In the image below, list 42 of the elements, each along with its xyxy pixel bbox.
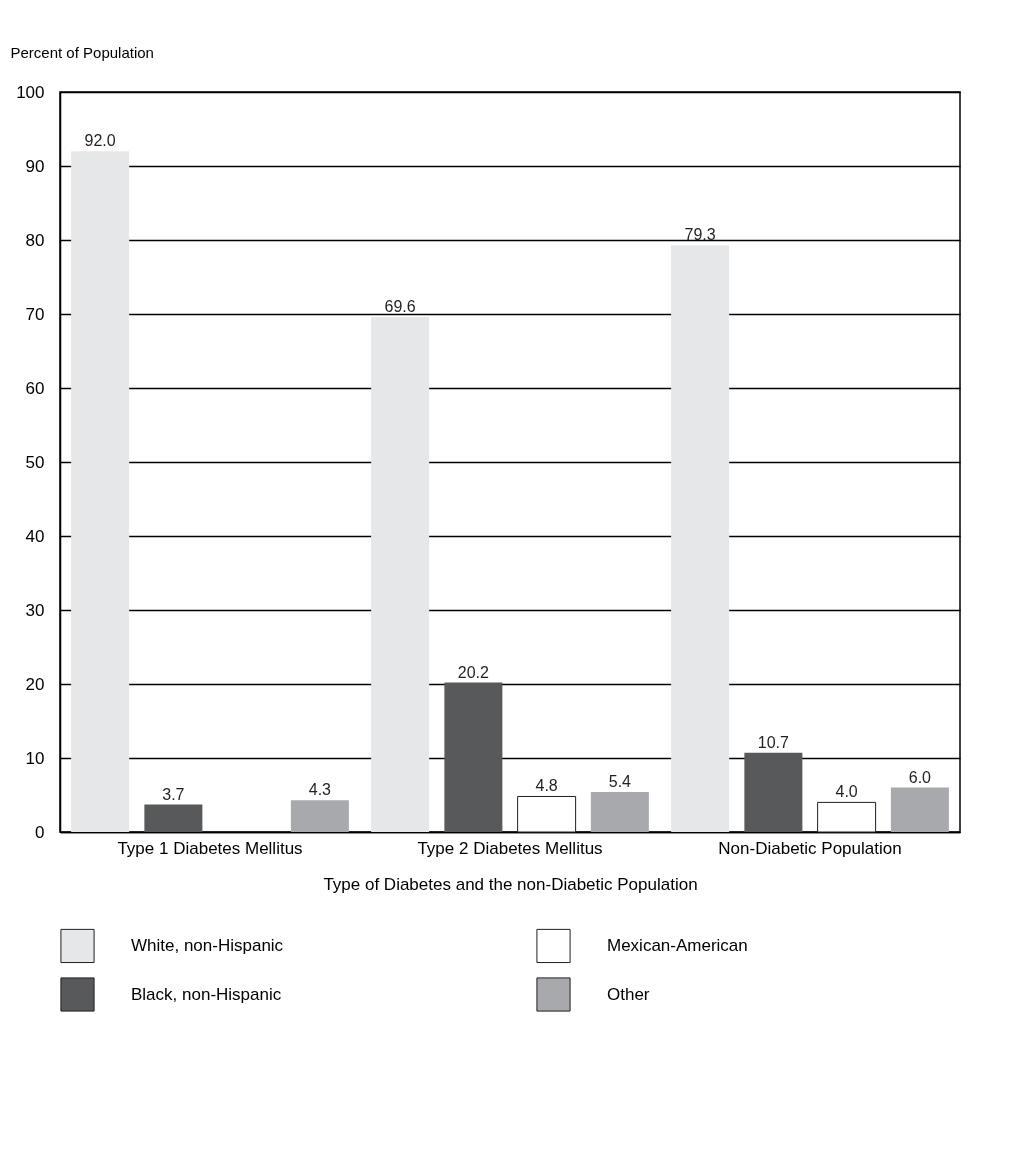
legend-label: Black, non-Hispanic bbox=[131, 984, 282, 1004]
data-label: 6.0 bbox=[908, 768, 932, 786]
bar bbox=[71, 151, 130, 832]
data-label: 20.2 bbox=[457, 663, 490, 681]
data-label: 5.4 bbox=[608, 773, 632, 791]
bar bbox=[371, 316, 430, 832]
y-tick-label: 30 bbox=[25, 600, 45, 620]
y-tick-label: 60 bbox=[25, 378, 45, 398]
data-label: 79.3 bbox=[684, 226, 716, 244]
y-tick-label: 80 bbox=[25, 230, 45, 250]
x-tick-label: Type 2 Diabetes Mellitus bbox=[417, 838, 603, 858]
y-axis-title: Percent of Population bbox=[10, 43, 154, 61]
x-axis-title: Type of Diabetes and the non-Diabetic Population bbox=[323, 874, 698, 894]
x-tick-label: Non-Diabetic Population bbox=[718, 838, 902, 858]
data-label: 4.3 bbox=[308, 781, 332, 799]
y-tick-label: 40 bbox=[25, 526, 45, 546]
bar bbox=[517, 795, 577, 833]
data-label: 4.0 bbox=[835, 783, 858, 801]
y-tick-label: 50 bbox=[25, 452, 45, 472]
bar bbox=[744, 752, 803, 832]
legend-label: White, non-Hispanic bbox=[131, 935, 284, 955]
data-label: 4.8 bbox=[535, 777, 558, 795]
bar bbox=[671, 245, 730, 832]
bar bbox=[444, 682, 503, 832]
bar bbox=[817, 801, 877, 833]
y-tick-label: 100 bbox=[16, 82, 45, 102]
legend-label: Other bbox=[607, 984, 650, 1004]
y-tick-label: 10 bbox=[25, 748, 45, 768]
y-tick-label: 20 bbox=[25, 674, 45, 694]
bar bbox=[144, 804, 203, 832]
legend-label: Mexican-American bbox=[607, 935, 748, 955]
data-label: 69.6 bbox=[384, 297, 416, 315]
y-tick-label: 0 bbox=[35, 822, 45, 842]
data-label: 3.7 bbox=[162, 785, 185, 803]
bar bbox=[890, 787, 949, 832]
bar bbox=[290, 800, 349, 832]
data-label: 10.7 bbox=[757, 733, 790, 751]
bar bbox=[590, 792, 649, 832]
y-tick-label: 90 bbox=[25, 156, 45, 176]
y-tick-label: 70 bbox=[25, 304, 45, 324]
data-label: 92.0 bbox=[84, 132, 116, 150]
x-tick-label: Type 1 Diabetes Mellitus bbox=[117, 838, 303, 858]
